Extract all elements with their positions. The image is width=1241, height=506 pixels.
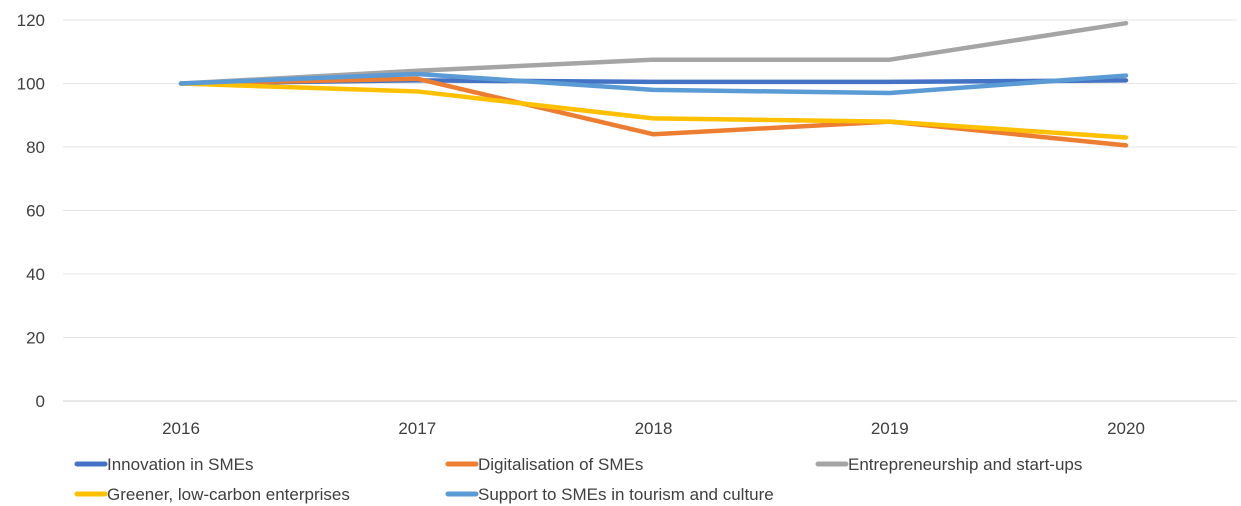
legend-label: Support to SMEs in tourism and culture: [478, 485, 774, 504]
y-tick-label: 120: [17, 11, 45, 30]
y-tick-label: 80: [26, 138, 45, 157]
series-line-3: [178, 81, 1129, 140]
x-tick-label: 2020: [1107, 419, 1145, 438]
legend-label: Innovation in SMEs: [107, 455, 253, 474]
y-tick-label: 20: [26, 329, 45, 348]
legend-label: Digitalisation of SMEs: [478, 455, 643, 474]
legend-label: Entrepreneurship and start-ups: [848, 455, 1082, 474]
y-tick-label: 100: [17, 75, 45, 94]
y-axis-ticks: 0 20 40 60 80 100 120: [17, 11, 45, 411]
x-tick-label: 2017: [398, 419, 436, 438]
legend-label: Greener, low-carbon enterprises: [107, 485, 350, 504]
x-axis-ticks: 2016 2017 2018 2019 2020: [162, 419, 1145, 438]
y-tick-label: 0: [36, 392, 45, 411]
y-tick-label: 40: [26, 265, 45, 284]
x-tick-label: 2018: [635, 419, 673, 438]
legend: Innovation in SMEs Digitalisation of SMEs…: [74, 455, 1082, 504]
series-lines: [178, 20, 1129, 148]
gridlines: [63, 19, 1237, 402]
series-line-1: [178, 76, 1129, 148]
y-tick-label: 60: [26, 202, 45, 221]
series-line-2: [178, 20, 1129, 86]
x-tick-label: 2016: [162, 419, 200, 438]
series-line-4: [178, 71, 1129, 96]
x-tick-label: 2019: [871, 419, 909, 438]
